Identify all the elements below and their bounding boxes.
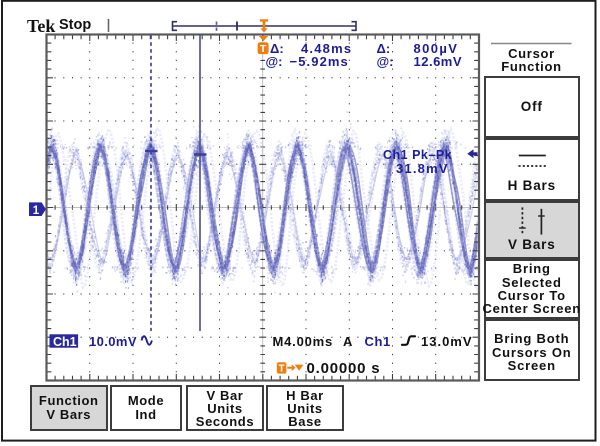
svg-text:1: 1 xyxy=(33,205,40,217)
svg-text:T: T xyxy=(260,43,267,55)
svg-text:T: T xyxy=(279,364,285,375)
